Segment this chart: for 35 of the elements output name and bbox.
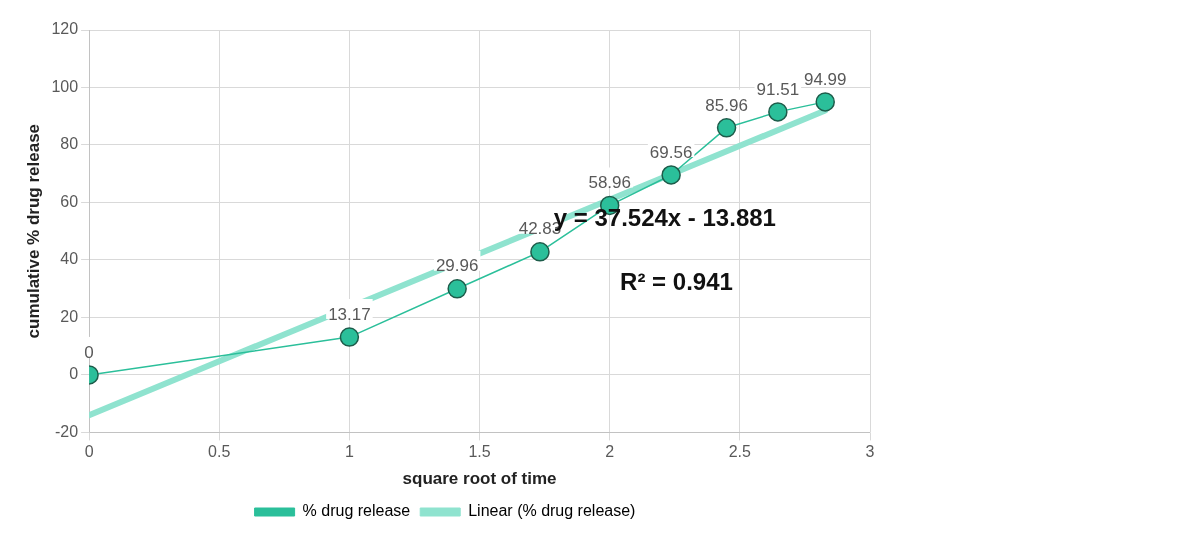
point [768,102,788,122]
legend-label: % drug release [302,502,411,520]
point [661,165,681,185]
x-tick-label: 0 [84,443,94,461]
point [447,279,467,299]
y-axis-title: cumulative % drug release [23,123,43,339]
legend-label: Linear (% drug release) [468,502,636,520]
y-tick-label: 60 [60,192,79,210]
y-tick-label: 100 [51,77,79,95]
x-tick-label: 1.5 [468,443,491,461]
point [339,327,360,347]
x-tick-label: 2.5 [728,443,752,461]
y-tick-label: 0 [69,365,79,383]
y-tick-label: 80 [60,135,79,153]
data-label: 29.96 [435,256,479,276]
y-tick-label: -20 [54,422,79,440]
x-tick-label: 1 [344,443,354,461]
y-tick-label: 40 [60,250,79,268]
x-tick-label: 0.5 [208,443,231,461]
x-tick-label: 3 [865,443,875,461]
x-tick-label: 2 [605,443,615,461]
data-label: 0 [84,342,94,362]
data-label: 91.51 [756,79,800,99]
y-tick-label: 20 [60,307,79,325]
y-tick-label: 120 [51,20,79,38]
point [716,118,737,138]
data-label: 13.17 [328,304,371,324]
data-label: 58.96 [588,173,631,193]
x-axis-title: square root of time [402,469,557,489]
point [815,92,835,112]
data-label: 94.99 [803,69,847,89]
point [530,242,550,262]
data-label: 85.96 [705,95,748,115]
data-label: 69.56 [649,142,693,162]
annotation: R² = 0.941 [620,268,733,296]
